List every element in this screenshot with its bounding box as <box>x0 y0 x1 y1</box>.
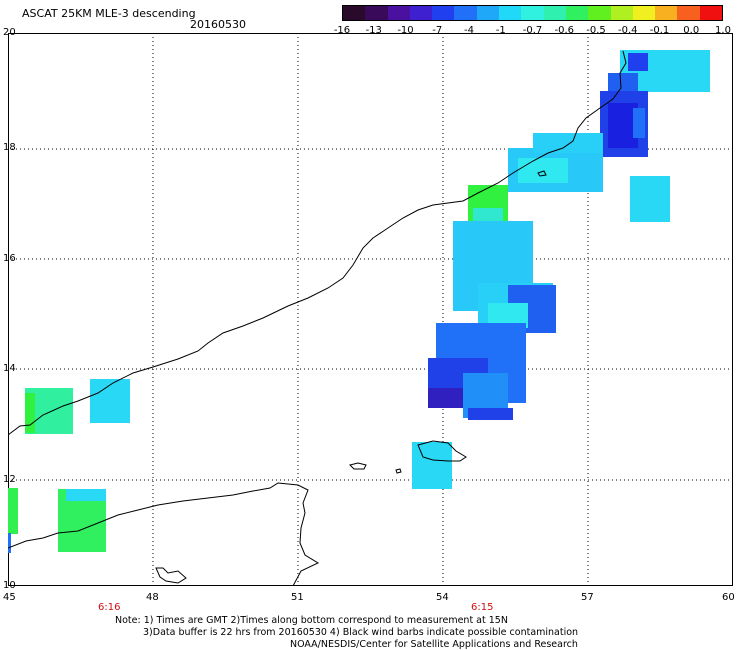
color-scale-swatch <box>387 6 410 20</box>
wind-swath-west <box>8 379 130 553</box>
color-scale-label: -16 <box>333 25 351 36</box>
map-frame <box>8 33 733 586</box>
color-scale-label: -7 <box>432 25 443 36</box>
wind-swath-east-top <box>600 50 710 157</box>
color-scale-swatch <box>699 6 723 20</box>
map-date: 20160530 <box>190 18 246 31</box>
color-scale-swatch <box>677 6 700 20</box>
note-line-1: Note: 1) Times are GMT 2)Times along bot… <box>115 615 508 626</box>
note-line-2: 3)Data buffer is 22 hrs from 20160530 4)… <box>143 627 579 638</box>
time-label: 6:15 <box>471 602 494 613</box>
color-scale-swatch <box>632 6 656 20</box>
wind-swath-gulf <box>412 442 452 489</box>
lat-label: 20 <box>3 27 16 38</box>
color-scale-label: 0.0 <box>683 25 700 36</box>
lat-label: 10 <box>3 580 16 591</box>
time-label: 6:16 <box>98 602 121 613</box>
color-scale-label: -1 <box>495 25 506 36</box>
color-scale-swatch <box>365 6 388 20</box>
lon-label: 48 <box>146 592 159 603</box>
lon-label: 51 <box>291 592 304 603</box>
color-scale-label: -0.7 <box>522 25 543 36</box>
color-scale-label: -0.4 <box>617 25 638 36</box>
wind-swath-central <box>428 185 556 420</box>
color-scale-swatch <box>343 6 366 20</box>
color-scale-swatch <box>610 6 633 20</box>
lon-label: 57 <box>581 592 594 603</box>
color-scale-labels: -16 -13 -10 -7 -4 -1 -0.7 -0.6 -0.5 -0.4 -0.1 0.0 1.… <box>334 25 734 39</box>
color-scale-label: -4 <box>464 25 474 36</box>
wind-swath-east-mid <box>508 133 670 222</box>
color-scale-swatch <box>565 6 589 20</box>
color-scale-swatch <box>655 6 678 20</box>
lon-label: 45 <box>3 592 16 603</box>
color-scale-swatch <box>476 6 500 20</box>
color-scale-label: -10 <box>397 25 414 36</box>
lat-label: 12 <box>3 474 16 485</box>
map-plot <box>8 33 733 586</box>
color-scale-label: -13 <box>365 25 382 36</box>
map-title: ASCAT 25KM MLE-3 descending <box>22 7 196 20</box>
lat-label: 18 <box>3 142 16 153</box>
lon-label: 54 <box>436 592 449 603</box>
color-scale-swatch <box>543 6 566 20</box>
lon-label: 60 <box>722 592 735 603</box>
color-scale-bar <box>342 5 723 21</box>
lat-label: 16 <box>3 253 16 264</box>
lat-label: 14 <box>3 363 16 374</box>
color-scale-swatch <box>409 6 433 20</box>
color-scale-label: 1.0 <box>715 25 731 36</box>
color-scale-swatch <box>588 6 611 20</box>
color-scale-swatch <box>521 6 544 20</box>
color-scale-label: -0.1 <box>649 25 670 36</box>
color-scale-label: -0.6 <box>554 25 575 36</box>
color-scale-swatch <box>499 6 522 20</box>
color-scale-label: -0.5 <box>586 25 606 36</box>
color-scale-swatch <box>432 6 455 20</box>
coastline <box>8 50 627 586</box>
color-scale-swatch <box>454 6 477 20</box>
note-line-3: NOAA/NESDIS/Center for Satellite Applica… <box>290 639 578 650</box>
